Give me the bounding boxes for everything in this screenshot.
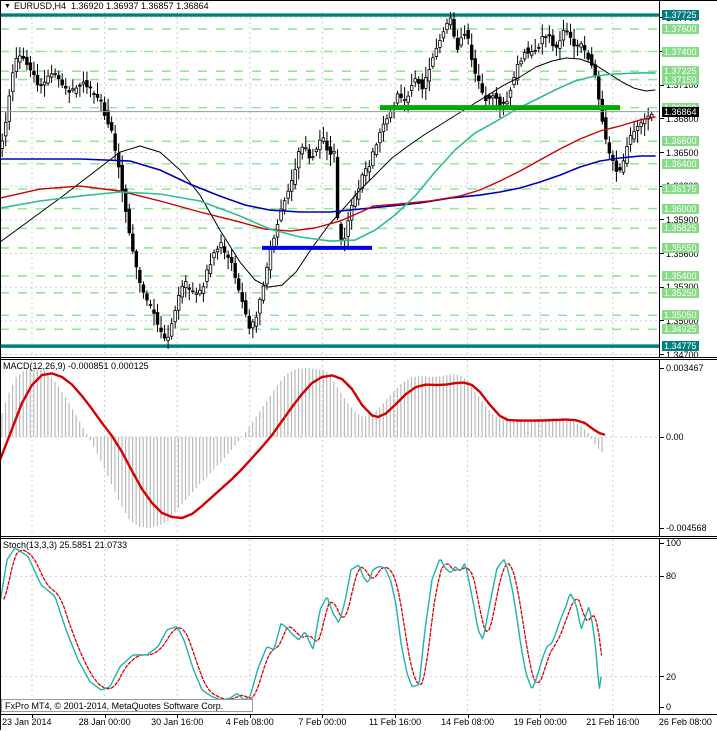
time-axis[interactable]: 23 Jan 2014 28 Jan 00:00 30 Jan 16:00 4 Feb… <box>0 714 717 731</box>
level-price-badge: 1.34925 <box>662 324 699 335</box>
axis-tick-mark <box>660 320 664 322</box>
symbol-period-label: EURUSD,H4 <box>13 1 66 11</box>
time-tick-mark <box>540 715 542 718</box>
time-tick-mark <box>395 715 396 718</box>
axis-tick-mark <box>660 436 664 438</box>
panel-splitter[interactable] <box>0 357 717 360</box>
level-price-badge: 1.36400 <box>662 158 699 169</box>
time-tick-mark <box>104 715 106 718</box>
axis-tick-mark <box>660 84 664 86</box>
ma-fast-black-line <box>0 57 656 288</box>
price-tick-label: 1.36500 <box>666 147 699 158</box>
chart-title-bar: ▼ EURUSD,H4 1.36920 1.36937 1.36857 1.368… <box>0 0 659 12</box>
price-tick-label: 1.34700 <box>666 349 699 360</box>
axis-tick-mark <box>660 575 664 577</box>
key-level-price-badge: 1.34775 <box>662 341 699 352</box>
time-axis-label: 19 Feb 00:00 <box>513 717 567 727</box>
stoch-axis-label: 0 <box>666 702 672 712</box>
stoch-percent-d-line <box>3 549 603 700</box>
stochastic-panel[interactable] <box>0 539 659 713</box>
level-price-badge: 1.35825 <box>662 223 699 234</box>
macd-histogram <box>1 368 603 528</box>
time-axis-label: 14 Feb 08:00 <box>441 717 495 727</box>
ohlc-quote-label: 1.36920 1.36937 1.36857 1.36864 <box>70 1 209 11</box>
axis-tick-mark <box>660 152 664 154</box>
price-tick-label: 1.35600 <box>666 248 699 259</box>
main-chart-panel[interactable] <box>0 12 659 357</box>
level-price-badge: 1.37600 <box>662 24 699 35</box>
level-price-badge: 1.36175 <box>662 183 699 194</box>
copyright-watermark: FxPro MT4, © 2001-2014, MetaQuotes Softw… <box>1 699 253 712</box>
level-price-badge: 1.35400 <box>662 270 699 281</box>
axis-tick-mark <box>660 118 664 120</box>
axis-tick-mark <box>660 676 664 678</box>
time-axis-label: 23 Jan 2014 <box>2 717 52 727</box>
axis-tick-mark <box>660 219 664 221</box>
axis-tick-mark <box>660 286 664 288</box>
ma-medium-green-line <box>0 72 656 242</box>
time-tick-mark <box>612 715 614 718</box>
price-tick-label: 1.36800 <box>666 113 699 124</box>
stoch-axis-label: 80 <box>666 571 677 582</box>
time-tick-mark <box>467 715 469 718</box>
stoch-axis-label: 20 <box>666 671 677 682</box>
level-price-badge: 1.36000 <box>662 203 699 214</box>
stoch-percent-k-line <box>0 548 602 701</box>
time-axis-label: 30 Jan 16:00 <box>151 717 204 727</box>
time-axis-label: 28 Jan 00:00 <box>78 717 131 727</box>
level-price-badge: 1.35650 <box>662 242 699 253</box>
macd-panel[interactable] <box>0 360 659 535</box>
time-axis-label: 11 Feb 16:00 <box>368 717 422 727</box>
time-tick-mark <box>177 715 179 718</box>
macd-axis-label: -0.004568 <box>666 523 707 533</box>
macd-signal-line <box>0 372 606 520</box>
time-axis-label: 21 Feb 16:00 <box>586 717 640 727</box>
panel-splitter[interactable] <box>0 536 717 539</box>
price-tick-label: 1.37100 <box>666 80 699 91</box>
level-price-badge: 1.37225 <box>662 66 699 77</box>
level-price-badge: 1.35250 <box>662 287 699 298</box>
price-tick-label: 1.35900 <box>666 214 699 225</box>
axis-tick-mark <box>660 527 664 529</box>
time-tick-mark <box>32 715 33 718</box>
time-axis-label: 4 Feb 08:00 <box>225 717 274 727</box>
macd-axis-label: 0.003467 <box>666 363 704 373</box>
ma-medium-red-line <box>0 116 656 232</box>
price-tick-label: 1.35300 <box>666 282 699 292</box>
level-price-badge: 1.35050 <box>662 310 699 321</box>
current-price-badge: 1.36864 <box>662 106 699 117</box>
axis-tick-mark <box>660 354 664 356</box>
macd-indicator-label: MACD(12,26,9) -0.000851 0.000125 <box>3 361 149 371</box>
time-tick-mark <box>249 715 251 718</box>
axis-tick-mark <box>660 253 664 255</box>
time-axis-label: 26 Feb 08:00 <box>658 717 712 727</box>
axis-tick-mark <box>660 706 664 708</box>
macd-axis-label: 0.00 <box>666 432 684 442</box>
time-tick-mark <box>322 715 324 718</box>
key-level-price-badge: 1.37725 <box>662 10 699 21</box>
level-price-badge: 1.37150 <box>662 74 699 85</box>
symbol-dropdown-icon[interactable]: ▼ <box>4 3 11 10</box>
candlestick-series <box>0 12 654 349</box>
axis-tick-mark <box>660 367 664 369</box>
axis-tick-mark <box>660 542 664 544</box>
stochastic-indicator-label: Stoch(13,3,3) 25.5851 21.0733 <box>3 540 128 550</box>
time-axis-label: 7 Feb 00:00 <box>298 717 347 727</box>
stoch-axis-label: 100 <box>666 538 682 548</box>
level-price-badge: 1.37400 <box>662 46 699 57</box>
level-price-badge: 1.36600 <box>662 136 699 147</box>
price-tick-label: 1.35000 <box>666 315 699 326</box>
